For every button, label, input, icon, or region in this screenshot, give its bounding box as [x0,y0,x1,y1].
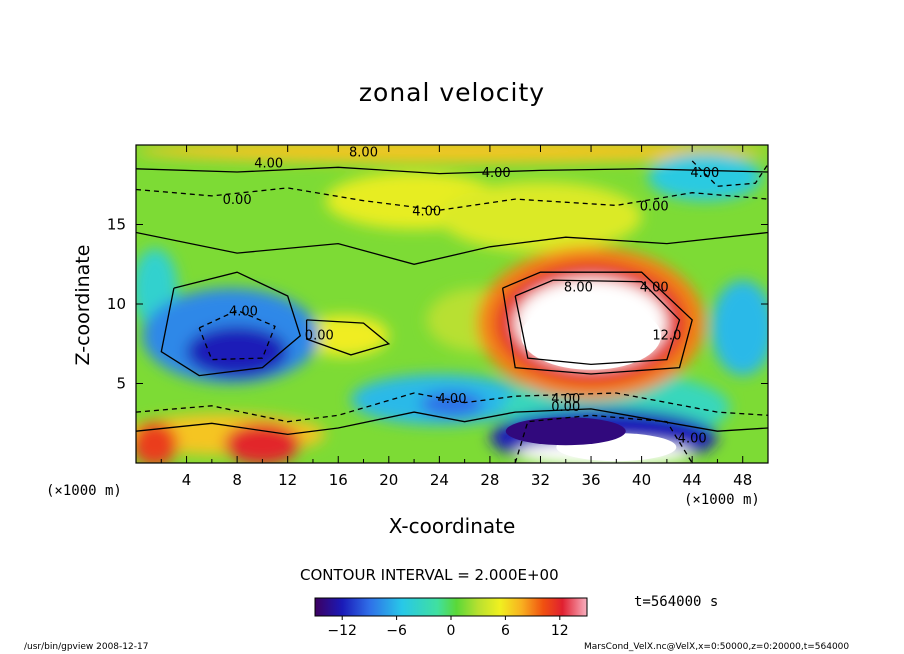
contour-label: 0.00 [551,400,580,415]
heatmap-field [136,145,768,463]
y-axis: 5 10 15 [107,216,768,393]
x-tick-label: 40 [632,471,651,489]
contour-label: 0.00 [223,193,252,208]
contour-line [305,319,391,356]
colorbar-tick-label: −6 [386,623,407,639]
colorbar-tick-label: 12 [551,623,569,639]
contour-label: 4.00 [438,392,467,407]
field-core [505,417,626,446]
field-core [521,301,662,370]
x-tick-label: 48 [733,471,752,489]
x-tick-label: 20 [379,471,398,489]
field-blob [711,280,768,376]
x-axis-label: X-coordinate [388,514,516,538]
contour-label: 4.00 [254,157,283,172]
y-axis-unit: (×1000 m) [46,483,122,499]
colorbar [314,597,588,617]
contour-line [136,187,768,211]
contour-interval-label: CONTOUR INTERVAL = 2.000E+00 [300,566,559,584]
contour-line [136,231,768,265]
contour-line [160,271,302,377]
x-tick-label: 32 [531,471,550,489]
y-tick-label: 15 [107,216,126,234]
contour-line [514,279,681,366]
footer-right: MarsCond_VelX.nc@VelX,x=0:50000,z=0:2000… [584,642,850,652]
y-tick-label: 10 [107,295,126,313]
contour-label: 12.0 [652,328,681,343]
contour-line [514,414,693,463]
x-tick-label: 8 [232,471,242,489]
time-label: t=564000 s [634,594,719,610]
colorbar-tick-label: 6 [501,623,510,639]
contour-label: 8.00 [349,145,378,160]
x-tick-label: 36 [581,471,600,489]
contour-line [198,309,276,361]
contour-label: 4.00 [229,304,258,319]
contour-labels: 8.004.004.00 4.000.004.00 0.004.000.008.00… [223,145,720,446]
contour-lines [136,160,768,463]
contour-label: 4.00 [551,392,580,407]
field-blob [136,421,178,463]
field-blob [136,145,768,163]
contour-line [136,166,768,175]
contour-label: 0.00 [640,200,669,215]
field-blob [186,326,288,378]
contour-label: 0.00 [305,328,334,343]
field-blob [224,423,301,463]
contour-line [501,271,693,375]
contour-label: 4.00 [678,432,707,447]
contour-line [691,160,768,187]
x-axis: 4 8 12 16 20 24 28 32 36 40 44 48 [160,145,752,489]
contour-line [136,392,768,423]
x-tick-label: 28 [480,471,499,489]
x-tick-label: 16 [329,471,348,489]
x-tick-label: 44 [683,471,702,489]
contour-label: 4.00 [412,204,441,219]
x-tick-label: 12 [278,471,297,489]
field-blob [439,181,642,252]
y-tick-label: 5 [116,375,126,393]
footer-left: /usr/bin/gpview 2008-12-17 [24,642,149,652]
colorbar-tick-label: −12 [327,623,357,639]
chart-title: zonal velocity [358,78,546,107]
field-blob [647,152,762,201]
contour-label: 4.00 [690,166,719,181]
colorbar-ticks: −12 −6 0 6 12 [327,616,569,639]
x-tick-label: 24 [430,471,449,489]
x-axis-unit: (×1000 m) [684,492,760,508]
contour-label: 8.00 [564,281,593,296]
x-tick-label: 4 [182,471,192,489]
contour-label: 4.00 [482,166,511,181]
contour-label: 4.00 [640,281,669,296]
colorbar-tick-label: 0 [447,623,456,639]
contour-line [136,408,768,436]
